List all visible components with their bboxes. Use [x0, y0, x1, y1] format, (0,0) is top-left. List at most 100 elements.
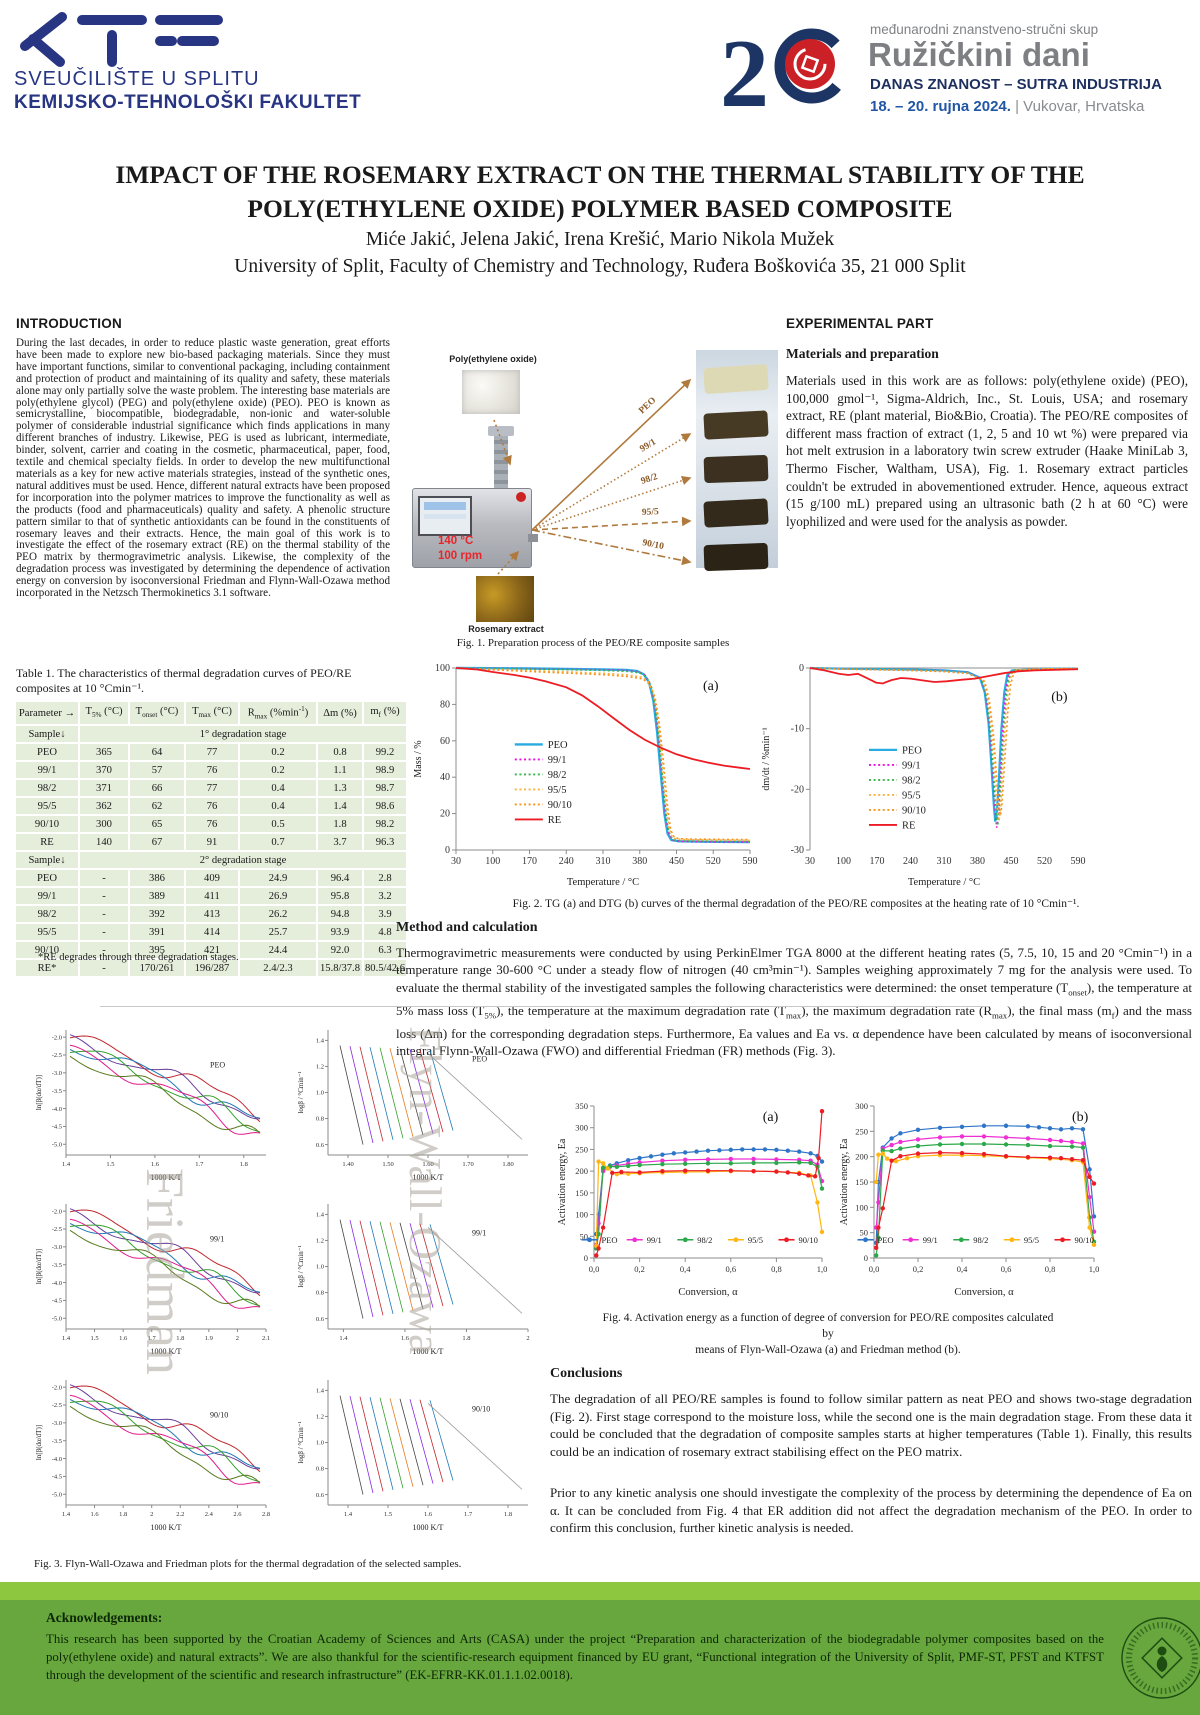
acknowledgements-heading: Acknowledgements: — [46, 1610, 163, 1625]
svg-text:0,8: 0,8 — [1045, 1264, 1056, 1274]
svg-text:PEO: PEO — [548, 740, 568, 751]
svg-text:1,0: 1,0 — [1089, 1264, 1100, 1274]
svg-text:240: 240 — [903, 856, 918, 867]
svg-text:Activation energy, Ea: Activation energy, Ea — [839, 1138, 850, 1225]
svg-text:1.6: 1.6 — [401, 1335, 410, 1342]
svg-text:Activation energy, Ea: Activation energy, Ea — [557, 1138, 568, 1225]
svg-text:-4.5: -4.5 — [52, 1298, 62, 1305]
svg-text:350: 350 — [575, 1101, 588, 1111]
svg-text:99/1: 99/1 — [472, 1228, 486, 1237]
svg-text:-5.0: -5.0 — [52, 1141, 62, 1148]
acknowledgements-text: This research has been supported by the … — [46, 1632, 1104, 1682]
svg-text:Mass / %: Mass / % — [413, 740, 424, 777]
svg-text:150: 150 — [575, 1188, 588, 1198]
svg-text:RE: RE — [548, 815, 561, 826]
svg-text:450: 450 — [669, 856, 684, 867]
extruder-knob — [516, 492, 526, 502]
svg-text:-4.0: -4.0 — [52, 1280, 62, 1287]
method-text: Thermogravimetric measurements were cond… — [396, 945, 1192, 1059]
svg-text:2: 2 — [236, 1335, 239, 1342]
svg-text:1.2: 1.2 — [316, 1238, 324, 1245]
svg-text:-5.0: -5.0 — [52, 1491, 62, 1498]
table-header-row: Parameter → T5% (°C) Tonset (°C) Tmax (°… — [16, 702, 406, 724]
svg-text:0.6: 0.6 — [316, 1142, 325, 1149]
svg-text:250: 250 — [575, 1144, 588, 1154]
svg-text:250: 250 — [855, 1126, 868, 1136]
svg-text:20: 20 — [440, 809, 450, 820]
svg-text:1.0: 1.0 — [316, 1264, 324, 1271]
peo-powder-image — [462, 370, 520, 414]
svg-text:-20: -20 — [791, 784, 804, 795]
svg-text:0: 0 — [584, 1253, 588, 1263]
svg-text:300: 300 — [855, 1101, 868, 1111]
table-row: 98/2-392 413 26.2 94.8 3.9 — [16, 906, 406, 922]
svg-text:1000 K/T: 1000 K/T — [413, 1347, 444, 1356]
svg-text:-3.0: -3.0 — [52, 1420, 62, 1427]
svg-text:95/5: 95/5 — [748, 1235, 763, 1245]
svg-text:1.8: 1.8 — [119, 1511, 127, 1518]
table1-caption: Table 1. The characteristics of thermal … — [16, 666, 352, 695]
svg-text:Conversion, α: Conversion, α — [678, 1287, 738, 1298]
friedman-plot-90-10: 1.4 1.6 1.8 2 2.2 2.4 2.6 2.8 -2.0 -2.5 -3.0 -3.5 -4… — [32, 1372, 272, 1540]
conference-20-rose-icon: 2 — [720, 20, 850, 118]
table-row: 99/1-389 411 26.9 95.8 3.2 — [16, 888, 406, 904]
fig4-caption-line1: Fig. 4. Activation energy as a function … — [602, 1312, 1054, 1324]
conclusions-p2: Prior to any kinetic analysis one should… — [550, 1485, 1192, 1535]
svg-text:(b): (b) — [1051, 690, 1068, 705]
svg-text:-3.0: -3.0 — [52, 1244, 62, 1251]
table-row: 95/5 362 62 76 0.4 1.4 98.6 — [16, 798, 406, 814]
svg-text:-2.5: -2.5 — [52, 1402, 62, 1409]
svg-text:1000 K/T: 1000 K/T — [151, 1347, 182, 1356]
svg-text:240: 240 — [559, 856, 574, 867]
svg-text:30: 30 — [451, 856, 461, 867]
svg-text:450: 450 — [1004, 856, 1019, 867]
extruder-hopper — [488, 426, 514, 436]
svg-text:PEO: PEO — [472, 1054, 487, 1063]
conference-subtitle: međunarodni znanstveno-stručni skup — [870, 22, 1099, 37]
academy-seal-icon — [1121, 1617, 1200, 1699]
extruder-rpm: 100 rpm — [438, 550, 483, 562]
conference-date-location: 18. – 20. rujna 2024. | Vukovar, Hrvatsk… — [870, 98, 1144, 116]
poster-title-line2: POLY(ETHYLENE OXIDE) POLYMER BASED COMPO… — [247, 194, 953, 223]
extruder-nozzle — [528, 534, 538, 542]
svg-text:0.8: 0.8 — [316, 1466, 324, 1473]
table-row: PEO -386 409 24.9 96.4 2.8 — [16, 870, 406, 886]
svg-text:100: 100 — [485, 856, 500, 867]
svg-text:98/2: 98/2 — [973, 1235, 988, 1245]
svg-text:(a): (a) — [703, 679, 719, 694]
conference-location: | Vukovar, Hrvatska — [1010, 98, 1145, 115]
svg-text:80: 80 — [440, 699, 450, 710]
svg-text:0.8: 0.8 — [316, 1290, 324, 1297]
university-name: SVEUČILIŠTE U SPLITU — [14, 68, 260, 90]
svg-text:1.6: 1.6 — [119, 1335, 128, 1342]
svg-text:PEO: PEO — [878, 1235, 894, 1245]
svg-text:1000 K/T: 1000 K/T — [413, 1523, 444, 1532]
svg-text:1.6: 1.6 — [424, 1511, 433, 1518]
svg-text:1.70: 1.70 — [462, 1161, 473, 1168]
svg-text:95/5: 95/5 — [548, 785, 567, 796]
svg-text:0.6: 0.6 — [316, 1316, 325, 1323]
table-header-cell: Δm (%) — [318, 702, 362, 724]
svg-text:-4.5: -4.5 — [52, 1474, 62, 1481]
arrow-label-90-10: 90/10 — [641, 538, 664, 552]
table-header-cell: mf (%) — [364, 702, 406, 724]
svg-text:2.8: 2.8 — [262, 1511, 270, 1518]
svg-text:99/1: 99/1 — [210, 1235, 224, 1244]
svg-text:-3.5: -3.5 — [52, 1088, 62, 1095]
svg-text:2.1: 2.1 — [262, 1335, 270, 1342]
svg-text:2: 2 — [720, 20, 769, 118]
svg-text:-2.5: -2.5 — [52, 1052, 62, 1059]
table-header-cell: Tonset (°C) — [130, 702, 184, 724]
svg-text:0: 0 — [445, 845, 450, 856]
introduction-heading: INTRODUCTION — [16, 316, 122, 331]
svg-text:0,2: 0,2 — [913, 1264, 924, 1274]
svg-text:590: 590 — [743, 856, 758, 867]
svg-text:100: 100 — [575, 1210, 588, 1220]
svg-text:90/10: 90/10 — [799, 1235, 818, 1245]
svg-text:Temperature / °C: Temperature / °C — [567, 877, 639, 888]
table-header-cell: Rmax (%min-1) — [240, 702, 316, 724]
svg-text:-30: -30 — [791, 845, 804, 856]
svg-text:1000 K/T: 1000 K/T — [413, 1173, 444, 1182]
svg-text:RE: RE — [902, 820, 915, 831]
